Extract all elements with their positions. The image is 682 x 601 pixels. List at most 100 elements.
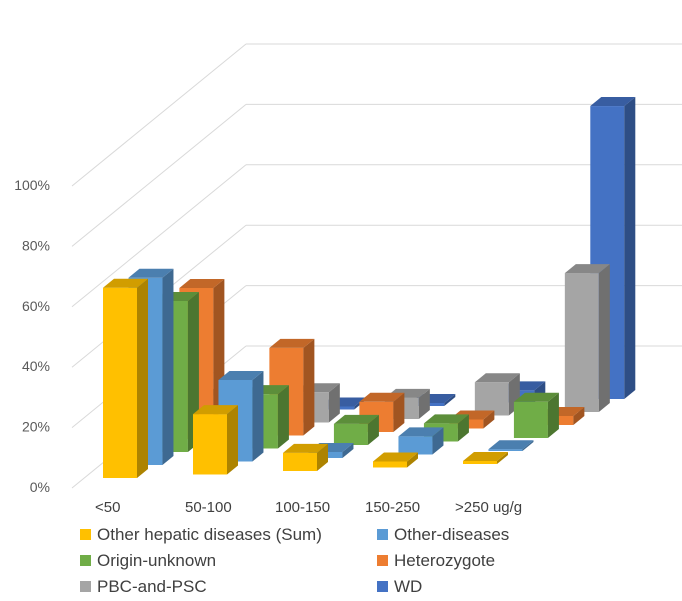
bar-side-face [573, 406, 585, 425]
bar-top-face [423, 414, 469, 424]
legend-swatch [80, 529, 91, 540]
legend-item: WD [377, 577, 422, 596]
bar-front-face [103, 287, 137, 478]
gridline-side [71, 43, 247, 187]
bar-top-face [333, 414, 379, 424]
bar-0-0 [103, 278, 148, 478]
legend-item: Origin-unknown [80, 551, 216, 570]
bar-top-face [269, 338, 315, 348]
bar-1-4 [488, 440, 534, 451]
legend-label: Other-diseases [394, 525, 509, 544]
x-category-label: 150-250 [365, 499, 420, 516]
legend-label: Heterozygote [394, 551, 495, 570]
legend-item: Heterozygote [377, 551, 495, 570]
bar-top-face [513, 392, 559, 402]
bar-top-face [564, 264, 610, 274]
bar-side-face [303, 338, 315, 436]
bar-front-face [373, 461, 407, 468]
bar-side-face [547, 392, 559, 438]
bar-side-face [277, 385, 289, 449]
gridline-side [71, 164, 247, 308]
y-tick-label: 20% [22, 419, 50, 435]
legend-swatch [377, 581, 388, 592]
bar-side-face [393, 392, 405, 432]
bar-0-1 [193, 405, 238, 475]
legend-swatch [377, 555, 388, 566]
bar-top-face [103, 278, 148, 288]
y-tick-label: 80% [22, 237, 50, 253]
bar-side-face [624, 97, 636, 399]
y-tick-label: 40% [22, 358, 50, 374]
bar-front-face [474, 382, 509, 416]
bar-side-face [367, 414, 379, 445]
bar-side-face [497, 451, 508, 464]
bar-side-face [317, 443, 328, 471]
x-axis-categories: <50 50-100 100-150 150-250 >250 ug/g [95, 499, 522, 516]
x-category-label: <50 [95, 499, 120, 516]
legend-swatch [377, 529, 388, 540]
legend-swatch [80, 581, 91, 592]
y-tick-label: 0% [30, 479, 50, 495]
bar-0-3 [373, 452, 418, 468]
y-axis-ticks: 0% 20% 40% 60% 80% 100% [14, 177, 50, 495]
legend-label: WD [394, 577, 422, 596]
bar-4-4 [564, 264, 610, 412]
bar-side-face [418, 388, 430, 419]
bar-side-face [162, 268, 174, 465]
bar-front-face [398, 436, 433, 455]
x-category-label: >250 ug/g [455, 499, 522, 516]
legend-item: Other hepatic diseases (Sum) [80, 525, 322, 544]
bar-side-face [457, 414, 469, 442]
bar-top-face [373, 452, 418, 462]
legend: Other hepatic diseases (Sum) Other-diseas… [80, 525, 509, 596]
bar-side-face [432, 427, 444, 455]
bar-top-face [488, 440, 534, 450]
bar-2-4 [513, 392, 559, 438]
bar-side-face [483, 410, 495, 429]
x-category-label: 50-100 [185, 499, 232, 516]
bar-0-4 [463, 451, 508, 464]
bar-front-face [333, 423, 368, 445]
bar-side-face [137, 278, 148, 478]
bar-side-face [444, 393, 456, 406]
bar-top-face [398, 427, 444, 437]
bar-front-face [564, 273, 599, 412]
x-category-label: 100-150 [275, 499, 330, 516]
bar-top-face [193, 405, 238, 415]
legend-label: Origin-unknown [97, 551, 216, 570]
bar-top-face [218, 370, 264, 380]
bar-side-face [407, 452, 418, 468]
legend-swatch [80, 555, 91, 566]
bar-side-face [598, 264, 610, 412]
bar-side-face [328, 383, 340, 423]
bar-front-face [463, 460, 497, 464]
bar-2-2 [333, 414, 379, 445]
bar-front-face [488, 449, 523, 451]
y-tick-label: 60% [22, 298, 50, 314]
legend-label: PBC-and-PSC [97, 577, 207, 596]
bar-side-face [252, 370, 264, 462]
bars [103, 97, 636, 478]
bar-top-face [179, 279, 225, 288]
y-tick-label: 100% [14, 177, 50, 193]
gridline-side [71, 104, 247, 247]
legend-label: Other hepatic diseases (Sum) [97, 525, 322, 544]
bar-top-face [283, 443, 328, 453]
bar-side-face [227, 405, 238, 475]
legend-item: Other-diseases [377, 525, 509, 544]
bar-front-face [283, 452, 317, 471]
bar-top-face [474, 373, 520, 383]
legend-item: PBC-and-PSC [80, 577, 207, 596]
bar-1-3 [398, 427, 444, 455]
bar-front-face [513, 401, 548, 438]
bar-4-3 [474, 373, 520, 416]
bar-side-face [342, 442, 354, 458]
bar-front-face [193, 414, 227, 475]
bar-side-face [522, 440, 534, 451]
bar-top-face [590, 97, 636, 107]
bar-0-2 [283, 443, 328, 471]
bar-top-face [463, 451, 508, 461]
bar-top-face [359, 392, 405, 402]
